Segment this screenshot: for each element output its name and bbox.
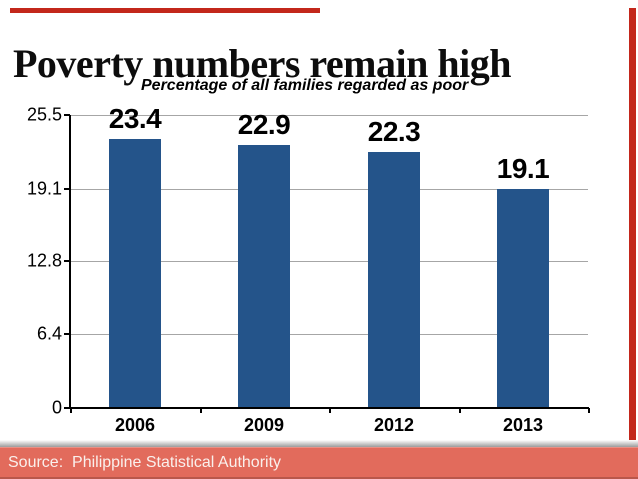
bar-2013 [497, 189, 549, 408]
x-axis-label: 2013 [502, 415, 544, 435]
x-tick [200, 408, 202, 413]
gridline [70, 115, 588, 116]
y-axis-label: 19.1 [26, 178, 62, 199]
y-tick [64, 188, 70, 190]
bar-value-label: 23.4 [108, 103, 162, 134]
right-accent-bar [629, 8, 636, 447]
bar-value-label: 19.1 [496, 153, 550, 184]
source-text: Source: Philippine Statistical Authority [8, 454, 282, 471]
x-tick [588, 408, 590, 413]
bar-value-label: 22.9 [237, 109, 291, 140]
chart-subtitle: Percentage of all families regarded as p… [141, 77, 469, 94]
slide-title: Poverty numbers remain high [13, 41, 511, 86]
gridline [70, 189, 588, 190]
bar-2006 [109, 139, 161, 408]
x-axis-line [69, 407, 589, 409]
y-axis-label: 0 [51, 397, 62, 418]
y-tick [64, 407, 70, 409]
top-accent-bar [10, 8, 320, 13]
bar-2012 [368, 152, 420, 408]
x-tick [329, 408, 331, 413]
source-footer: Source: Philippine Statistical Authority [0, 447, 638, 479]
footer-shadow [0, 440, 638, 447]
gridline [70, 261, 588, 262]
x-axis-label: 2012 [373, 415, 415, 435]
y-tick [64, 333, 70, 335]
y-axis-label: 25.5 [26, 104, 62, 125]
x-axis-label: 2009 [243, 415, 285, 435]
bar-value-label: 22.3 [367, 116, 421, 147]
x-tick [70, 408, 72, 413]
y-axis-line [69, 115, 71, 408]
y-tick [64, 260, 70, 262]
y-tick [64, 114, 70, 116]
gridline [70, 334, 588, 335]
x-axis-label: 2006 [114, 415, 156, 435]
y-axis-label: 6.4 [36, 323, 62, 344]
x-tick [459, 408, 461, 413]
y-axis-label: 12.8 [26, 250, 62, 271]
bar-2009 [238, 145, 290, 408]
